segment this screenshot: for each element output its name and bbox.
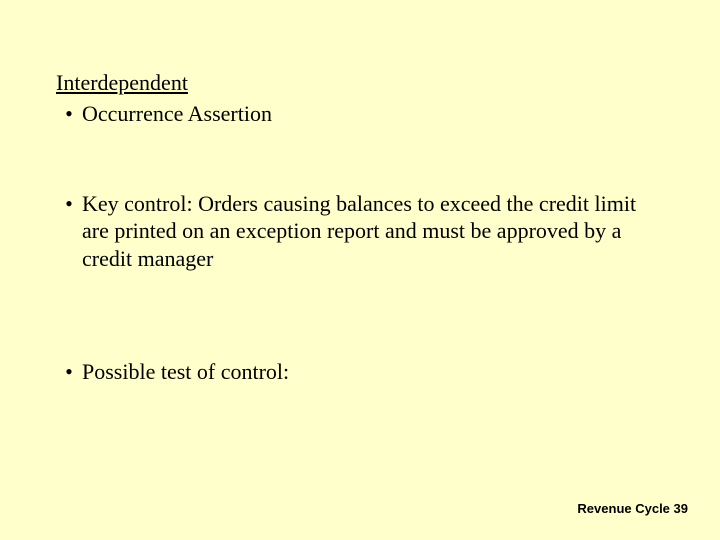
bullet-marker-icon: • <box>56 190 82 218</box>
slide-footer: Revenue Cycle 39 <box>577 501 688 516</box>
slide-container: Interdependent • Occurrence Assertion • … <box>0 0 720 540</box>
bullet-item-3: • Possible test of control: <box>56 358 664 386</box>
slide-heading: Interdependent <box>56 70 664 96</box>
bullet-text: Key control: Orders causing balances to … <box>82 190 664 273</box>
bullet-item-1: • Occurrence Assertion <box>56 100 664 128</box>
bullet-item-2: • Key control: Orders causing balances t… <box>56 190 664 273</box>
spacer <box>56 278 664 358</box>
spacer <box>56 134 664 190</box>
bullet-marker-icon: • <box>56 358 82 386</box>
bullet-marker-icon: • <box>56 100 82 128</box>
bullet-text: Occurrence Assertion <box>82 100 664 128</box>
bullet-text: Possible test of control: <box>82 358 664 386</box>
